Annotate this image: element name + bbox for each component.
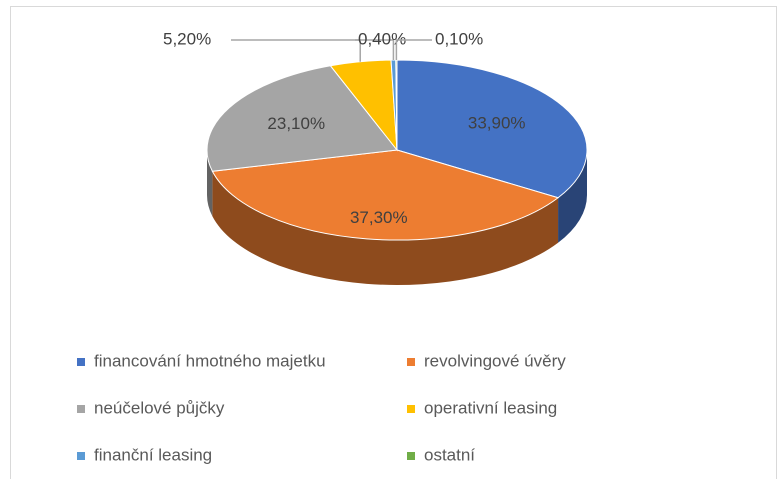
legend-label: revolvingové úvěry xyxy=(424,351,566,370)
pie-slice xyxy=(206,65,398,172)
legend-swatch xyxy=(407,405,415,413)
legend-swatch xyxy=(77,452,85,460)
legend-label: ostatní xyxy=(424,445,475,464)
legend-swatch xyxy=(77,358,85,366)
legend-label: finanční leasing xyxy=(94,445,212,464)
data-label: 33,90% xyxy=(468,113,526,132)
legend-label: financování hmotného majetku xyxy=(94,351,326,370)
legend-label: operativní leasing xyxy=(424,398,557,417)
legend-swatch xyxy=(407,452,415,460)
pie-slice xyxy=(396,59,588,199)
data-label: 37,30% xyxy=(350,208,408,227)
data-label: 5,20% xyxy=(163,29,211,48)
leader-line xyxy=(355,39,395,61)
data-label: 0,10% xyxy=(435,29,483,48)
pie-slice xyxy=(211,149,560,241)
legend-swatch xyxy=(407,358,415,366)
data-label: 23,10% xyxy=(267,114,325,133)
pie-slice-side xyxy=(207,150,213,217)
pie-slice-side xyxy=(212,171,559,286)
pie-slice-side xyxy=(558,150,587,243)
data-label: 0,40% xyxy=(358,29,406,48)
leader-line xyxy=(395,39,432,61)
legend-label: neúčelové půjčky xyxy=(94,398,225,417)
legend-swatch xyxy=(77,405,85,413)
